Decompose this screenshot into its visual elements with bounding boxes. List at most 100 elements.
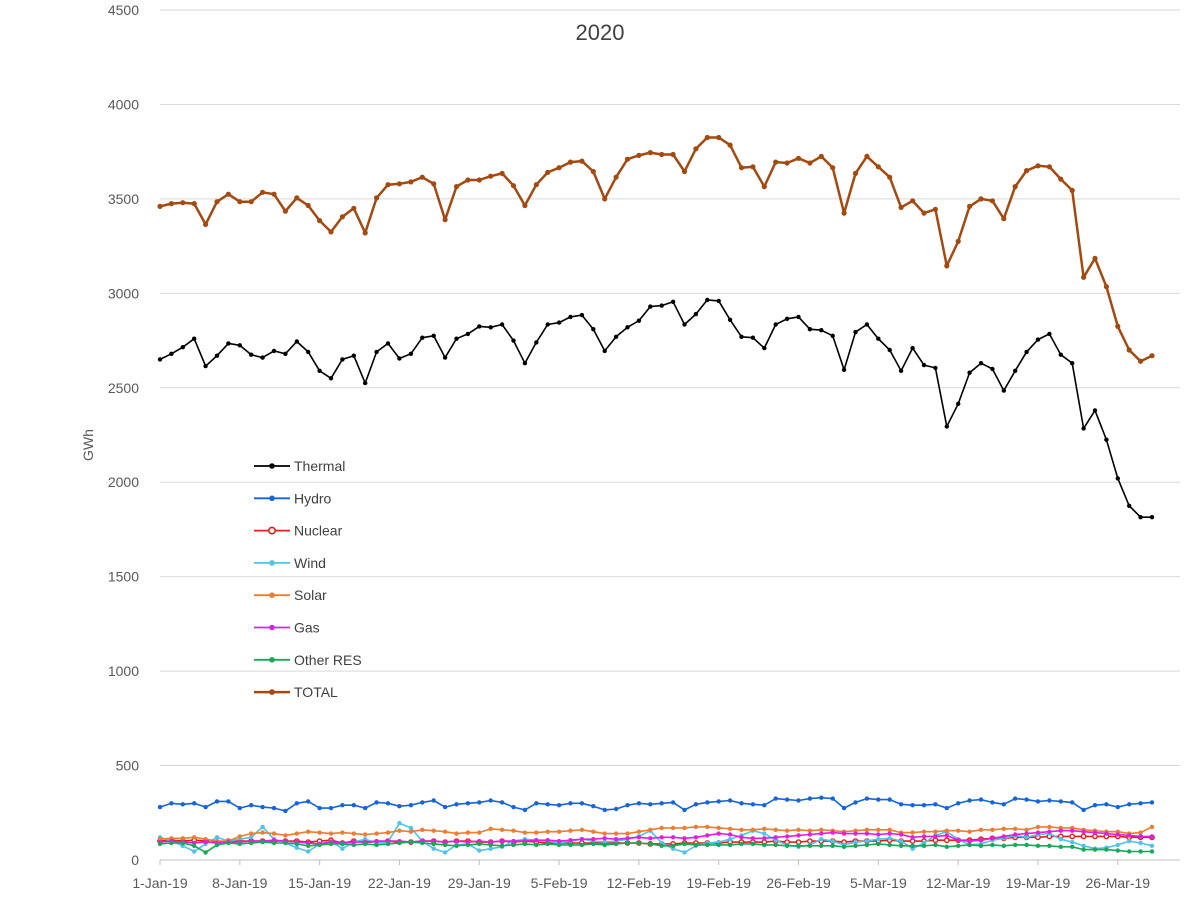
data-point (1035, 163, 1041, 169)
data-point (705, 800, 710, 805)
data-point (351, 803, 356, 808)
y-tick-label: 1500 (108, 569, 139, 585)
data-point (534, 838, 539, 843)
series-group (157, 134, 1155, 855)
data-point (374, 800, 379, 805)
data-point (898, 832, 904, 837)
data-point (568, 828, 573, 833)
data-point (1058, 837, 1064, 842)
data-point (910, 835, 915, 840)
data-point (887, 836, 892, 841)
data-point (944, 828, 949, 833)
data-point (499, 843, 505, 848)
data-point (670, 843, 676, 848)
legend-label: TOTAL (294, 684, 338, 700)
data-point (819, 328, 824, 333)
data-point (374, 195, 380, 201)
data-point (442, 850, 448, 855)
data-point (294, 339, 299, 344)
data-point (192, 835, 197, 840)
data-point (408, 825, 414, 831)
x-tick-label: 5-Feb-19 (531, 875, 588, 891)
data-point (682, 836, 687, 841)
data-point (363, 380, 368, 386)
data-point (488, 846, 493, 851)
series-line (159, 299, 1152, 519)
data-point (693, 835, 699, 840)
data-point (1127, 849, 1132, 854)
data-point (648, 841, 653, 847)
data-point (1047, 798, 1052, 803)
data-point (864, 796, 870, 801)
data-point (305, 202, 311, 209)
data-point (556, 803, 562, 808)
data-point (693, 146, 699, 152)
data-point (385, 830, 391, 835)
data-point (1127, 838, 1132, 844)
data-point (454, 336, 459, 341)
data-point (1115, 842, 1121, 848)
data-point (705, 297, 710, 303)
y-tick-label: 3000 (108, 285, 139, 301)
data-point (670, 835, 676, 840)
y-tick-label: 4000 (108, 96, 139, 112)
data-point (1149, 515, 1155, 520)
data-point (1081, 843, 1086, 848)
data-point (214, 799, 220, 804)
data-point (841, 844, 847, 849)
data-point (1115, 848, 1121, 853)
data-point (625, 840, 630, 846)
data-point (556, 842, 562, 848)
data-point (511, 804, 516, 810)
data-point (807, 832, 813, 837)
legend-label: Wind (294, 555, 326, 571)
data-point (898, 368, 904, 373)
data-point (579, 837, 585, 842)
data-point (568, 842, 573, 848)
series-line (159, 826, 1153, 842)
data-point (545, 829, 550, 834)
data-point (363, 805, 368, 811)
data-point (294, 845, 299, 850)
data-point (909, 838, 916, 844)
data-point (1013, 832, 1018, 837)
data-point (192, 801, 197, 806)
series-total (157, 134, 1155, 364)
data-point (784, 843, 790, 848)
data-point (978, 838, 984, 843)
data-point (306, 349, 311, 355)
data-point (727, 832, 733, 837)
data-point (431, 846, 436, 851)
data-point (249, 840, 254, 846)
data-point (214, 353, 220, 358)
data-point (397, 840, 402, 846)
legend-label: Thermal (294, 458, 345, 474)
data-point (591, 841, 596, 847)
data-point (682, 807, 687, 813)
data-point (431, 828, 436, 833)
data-point (762, 831, 767, 836)
legend-marker (269, 495, 275, 502)
data-point (990, 836, 995, 841)
data-point (716, 831, 721, 836)
data-point (1001, 216, 1007, 222)
data-point (864, 322, 870, 327)
data-point (739, 827, 744, 832)
data-point (419, 174, 425, 180)
data-point (1013, 826, 1018, 831)
data-point (225, 191, 231, 197)
data-point (762, 826, 767, 831)
data-point (944, 833, 949, 838)
data-point (750, 841, 756, 847)
data-point (385, 801, 391, 806)
data-point (773, 322, 778, 327)
data-point (283, 351, 288, 356)
x-tick-label: 12-Mar-19 (926, 875, 991, 891)
data-point (693, 311, 699, 317)
data-point (887, 827, 892, 832)
data-point (442, 355, 448, 360)
data-point (956, 801, 961, 806)
data-point (488, 325, 493, 330)
data-point (237, 834, 242, 839)
data-point (830, 838, 835, 844)
